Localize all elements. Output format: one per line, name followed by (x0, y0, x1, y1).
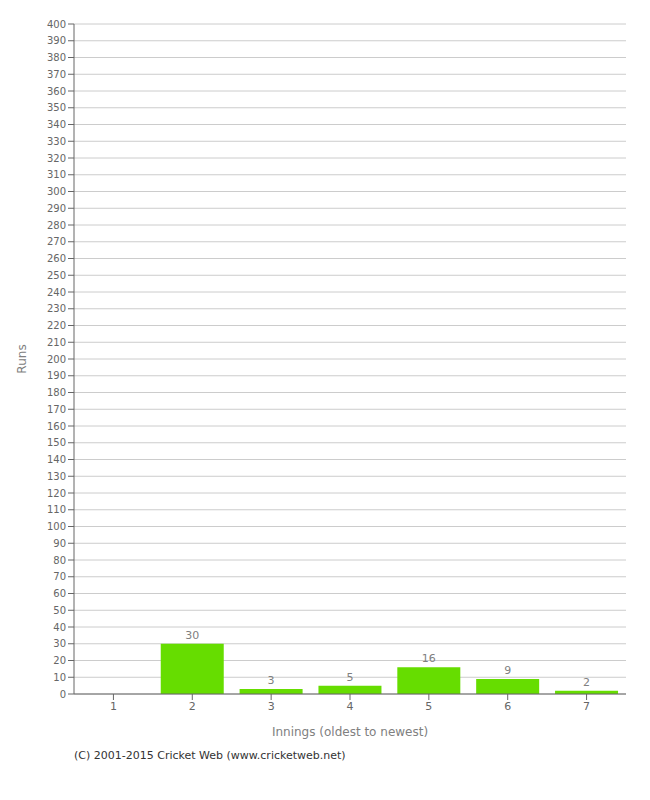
svg-text:340: 340 (47, 119, 66, 130)
svg-text:50: 50 (53, 605, 66, 616)
svg-text:360: 360 (47, 86, 66, 97)
svg-text:90: 90 (53, 538, 66, 549)
svg-text:290: 290 (47, 203, 66, 214)
svg-text:5: 5 (346, 671, 353, 684)
svg-text:7: 7 (583, 700, 590, 713)
svg-text:370: 370 (47, 69, 66, 80)
svg-text:10: 10 (53, 672, 66, 683)
svg-text:120: 120 (47, 488, 66, 499)
svg-text:310: 310 (47, 169, 66, 180)
svg-text:30: 30 (53, 638, 66, 649)
svg-text:100: 100 (47, 521, 66, 532)
svg-text:0: 0 (60, 689, 66, 700)
svg-text:330: 330 (47, 136, 66, 147)
svg-text:3: 3 (268, 674, 275, 687)
svg-text:70: 70 (53, 571, 66, 582)
svg-text:110: 110 (47, 504, 66, 515)
svg-text:170: 170 (47, 404, 66, 415)
svg-text:300: 300 (47, 186, 66, 197)
svg-text:270: 270 (47, 236, 66, 247)
svg-text:5: 5 (425, 700, 432, 713)
svg-text:Runs: Runs (15, 344, 29, 373)
svg-text:6: 6 (504, 700, 511, 713)
svg-text:260: 260 (47, 253, 66, 264)
svg-text:390: 390 (47, 35, 66, 46)
svg-text:210: 210 (47, 337, 66, 348)
svg-text:400: 400 (47, 19, 66, 30)
svg-text:3: 3 (268, 700, 275, 713)
svg-text:200: 200 (47, 354, 66, 365)
svg-text:220: 220 (47, 320, 66, 331)
html-text:(C) 2001-2015 Cricket Web (www: (C) 2001-2015 Cricket Web (www.cricketwe… (74, 749, 346, 762)
svg-text:60: 60 (53, 588, 66, 599)
svg-text:140: 140 (47, 454, 66, 465)
svg-text:1: 1 (110, 700, 117, 713)
svg-text:350: 350 (47, 102, 66, 113)
svg-text:30: 30 (185, 629, 199, 642)
svg-text:190: 190 (47, 370, 66, 381)
svg-text:280: 280 (47, 220, 66, 231)
svg-text:380: 380 (47, 52, 66, 63)
svg-text:180: 180 (47, 387, 66, 398)
svg-text:240: 240 (47, 287, 66, 298)
svg-text:2: 2 (583, 676, 590, 689)
svg-text:20: 20 (53, 655, 66, 666)
svg-text:150: 150 (47, 437, 66, 448)
svg-text:160: 160 (47, 421, 66, 432)
svg-text:320: 320 (47, 153, 66, 164)
svg-text:2: 2 (189, 700, 196, 713)
svg-text:Innings (oldest to newest): Innings (oldest to newest) (272, 725, 428, 739)
svg-text:9: 9 (504, 664, 511, 677)
svg-text:130: 130 (47, 471, 66, 482)
svg-text:80: 80 (53, 555, 66, 566)
svg-text:16: 16 (422, 652, 436, 665)
svg-text:40: 40 (53, 622, 66, 633)
svg-text:230: 230 (47, 303, 66, 314)
svg-text:4: 4 (347, 700, 354, 713)
svg-text:250: 250 (47, 270, 66, 281)
